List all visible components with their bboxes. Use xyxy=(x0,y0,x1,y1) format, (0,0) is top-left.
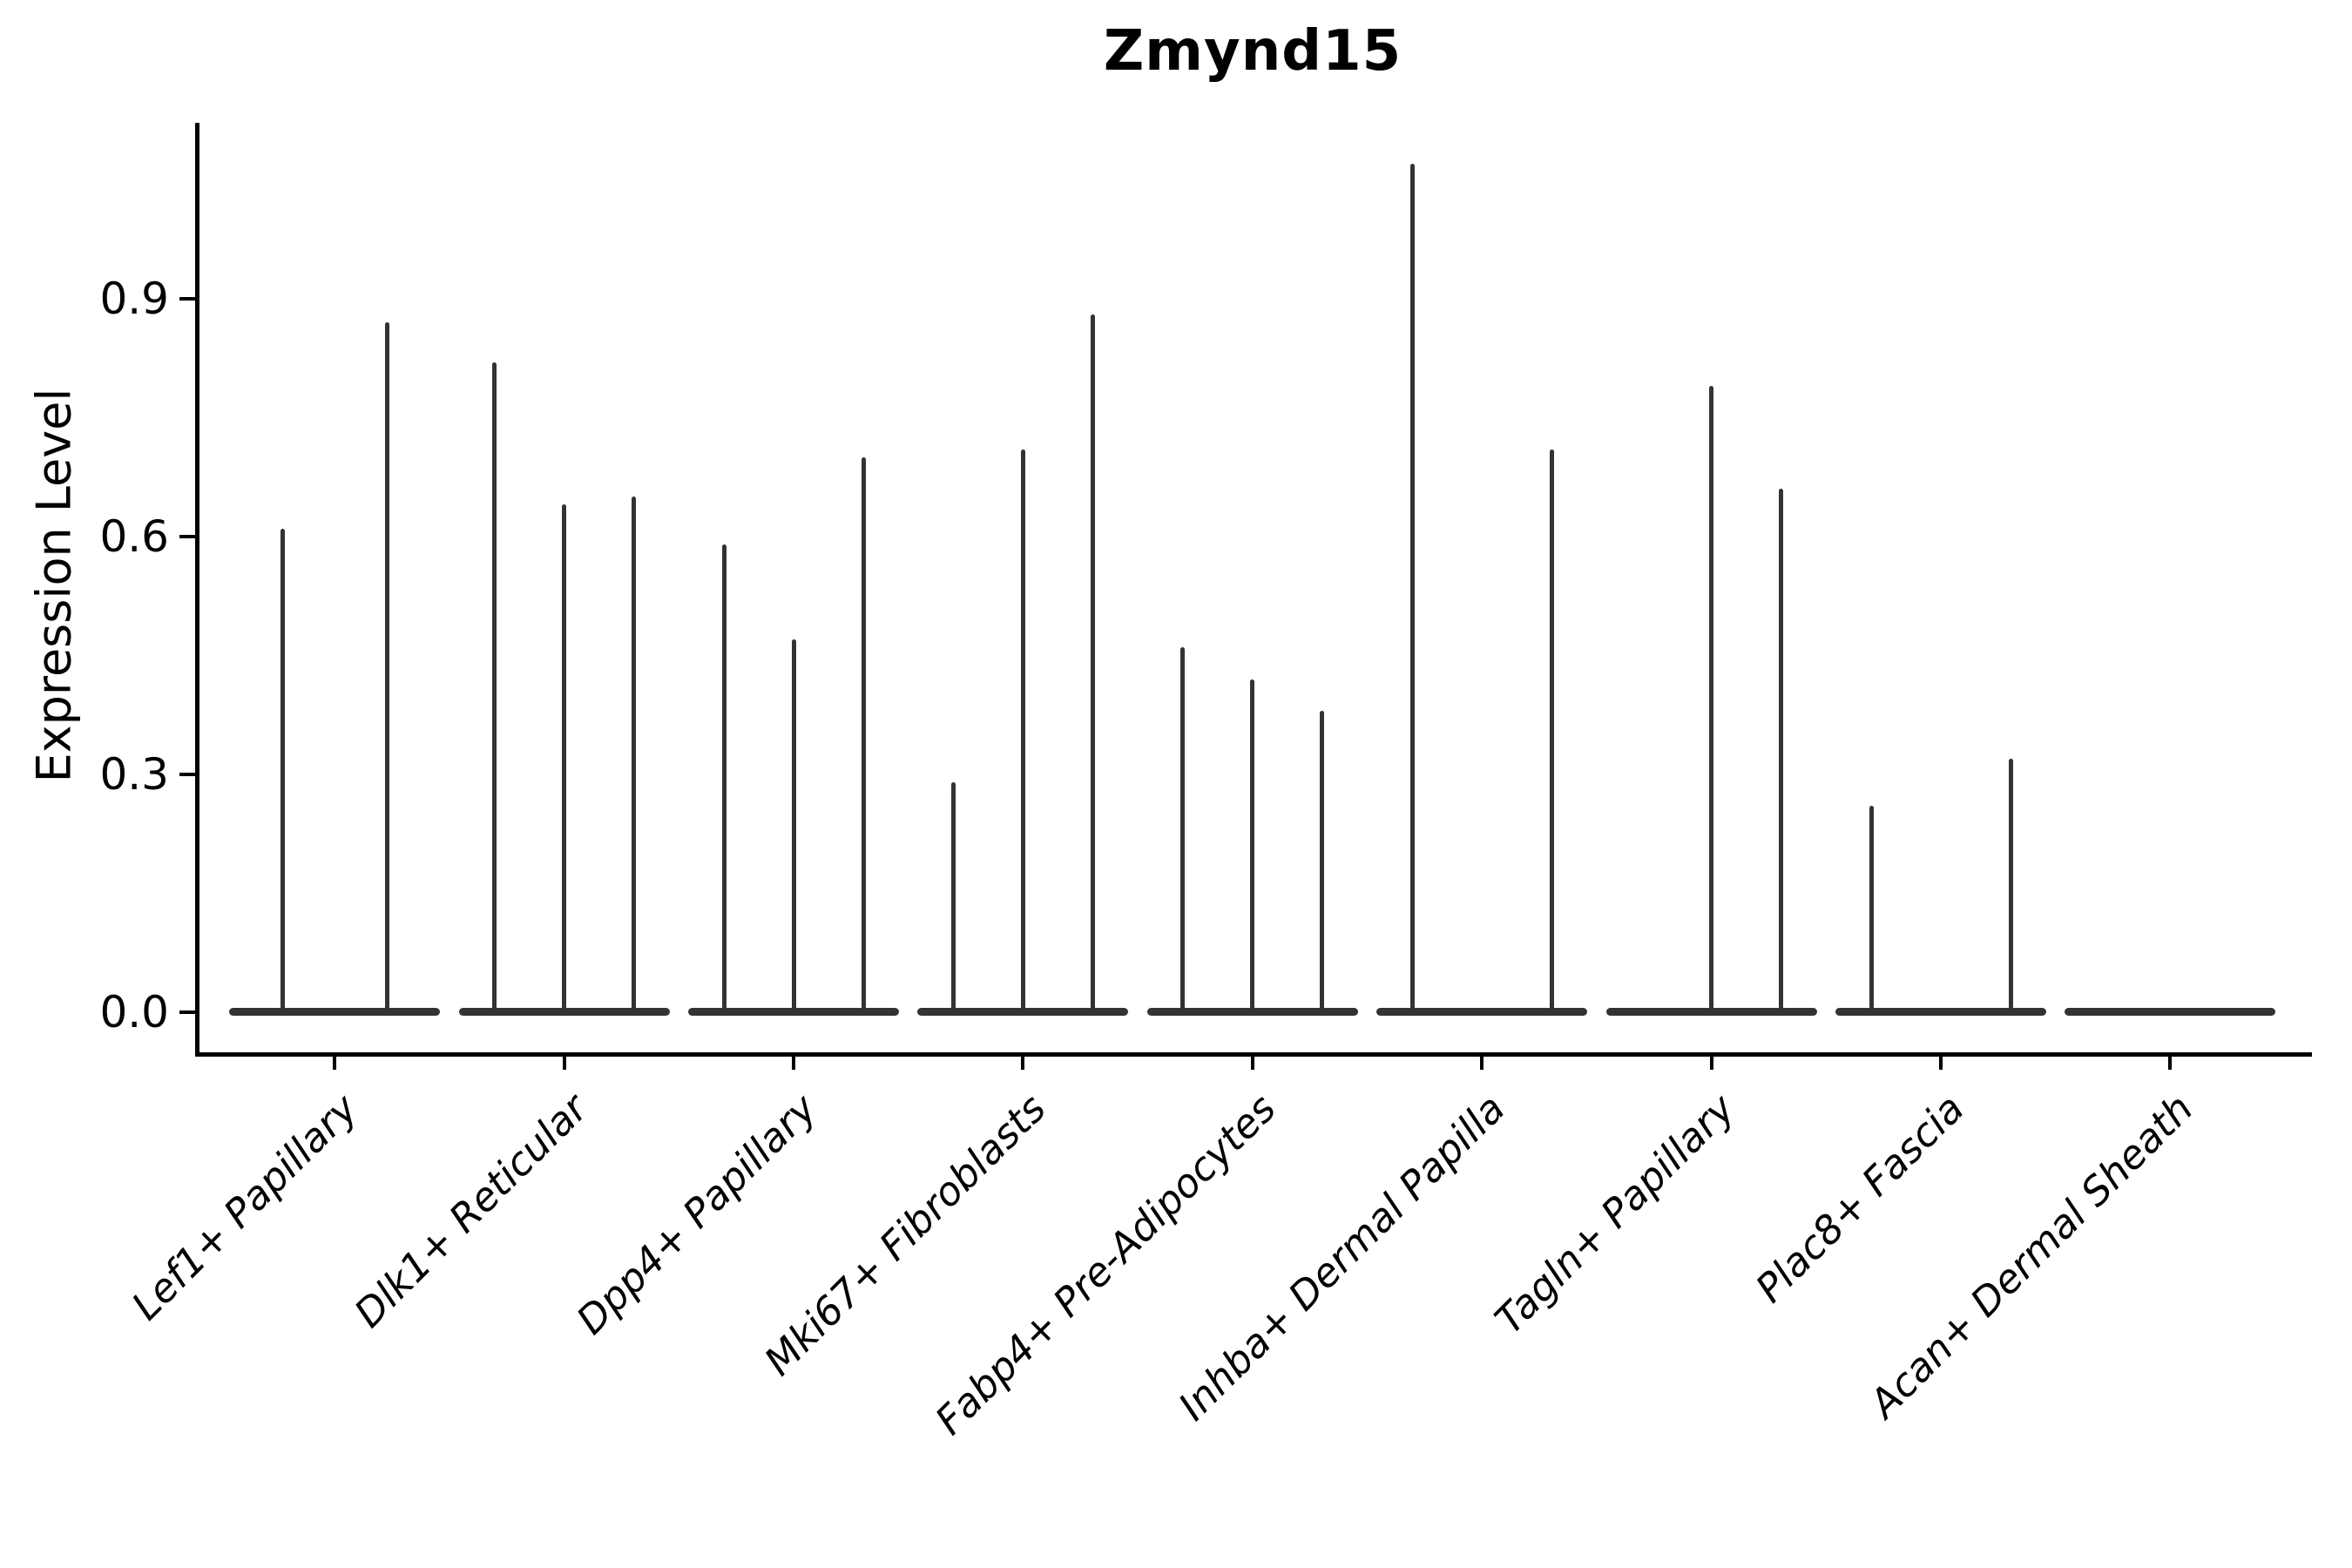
violin-base xyxy=(458,1008,670,1017)
violin-base xyxy=(1376,1008,1588,1017)
y-axis-label: Expression Level xyxy=(26,388,82,783)
violin-base xyxy=(1835,1008,2046,1017)
violin-spike xyxy=(1250,679,1255,1012)
violin-spike xyxy=(492,362,497,1012)
violin-spike xyxy=(1549,449,1554,1012)
x-tick xyxy=(1250,1057,1254,1070)
violin-spike xyxy=(1320,711,1325,1012)
violin-spike xyxy=(721,544,727,1012)
violin-spike xyxy=(1869,806,1874,1012)
violin-base xyxy=(688,1008,899,1017)
y-tick xyxy=(179,296,195,301)
y-tick xyxy=(179,1010,195,1014)
y-tick-label: 0.6 xyxy=(99,510,169,562)
x-tick xyxy=(333,1057,337,1070)
violin-base xyxy=(917,1008,1129,1017)
violin-spike xyxy=(950,781,956,1012)
x-tick xyxy=(1709,1057,1713,1070)
x-tick xyxy=(792,1057,795,1070)
violin-base xyxy=(2065,1008,2276,1017)
x-tick xyxy=(562,1057,566,1070)
y-tick-label: 0.0 xyxy=(99,986,169,1037)
violin-base xyxy=(229,1008,441,1017)
x-tick xyxy=(1939,1057,1943,1070)
y-axis-line xyxy=(195,123,199,1057)
violin-spike xyxy=(1180,647,1186,1012)
violin-spike xyxy=(1020,449,1025,1012)
violin-base xyxy=(1146,1008,1358,1017)
violin-base xyxy=(1605,1008,1817,1017)
x-tick xyxy=(1021,1057,1025,1070)
x-tick xyxy=(2168,1057,2173,1070)
y-tick xyxy=(179,772,195,776)
violin-spike xyxy=(1709,386,1714,1012)
x-tick xyxy=(1480,1057,1484,1070)
violin-spike xyxy=(2008,758,2013,1012)
violin-spike xyxy=(562,504,567,1012)
x-axis-line xyxy=(195,1052,2313,1057)
violin-spike xyxy=(791,639,796,1012)
y-tick-label: 0.3 xyxy=(99,748,169,800)
y-tick-label: 0.9 xyxy=(99,273,169,324)
violin-spike xyxy=(1779,489,1784,1012)
violin-spike xyxy=(384,322,389,1012)
y-tick xyxy=(179,534,195,538)
violin-spike xyxy=(632,497,637,1012)
plot-title: Zmynd15 xyxy=(1103,19,1402,84)
violin-spike xyxy=(1409,164,1415,1012)
violin-spike xyxy=(861,456,866,1012)
violin-spike xyxy=(1090,314,1095,1012)
violin-spike xyxy=(280,528,285,1012)
